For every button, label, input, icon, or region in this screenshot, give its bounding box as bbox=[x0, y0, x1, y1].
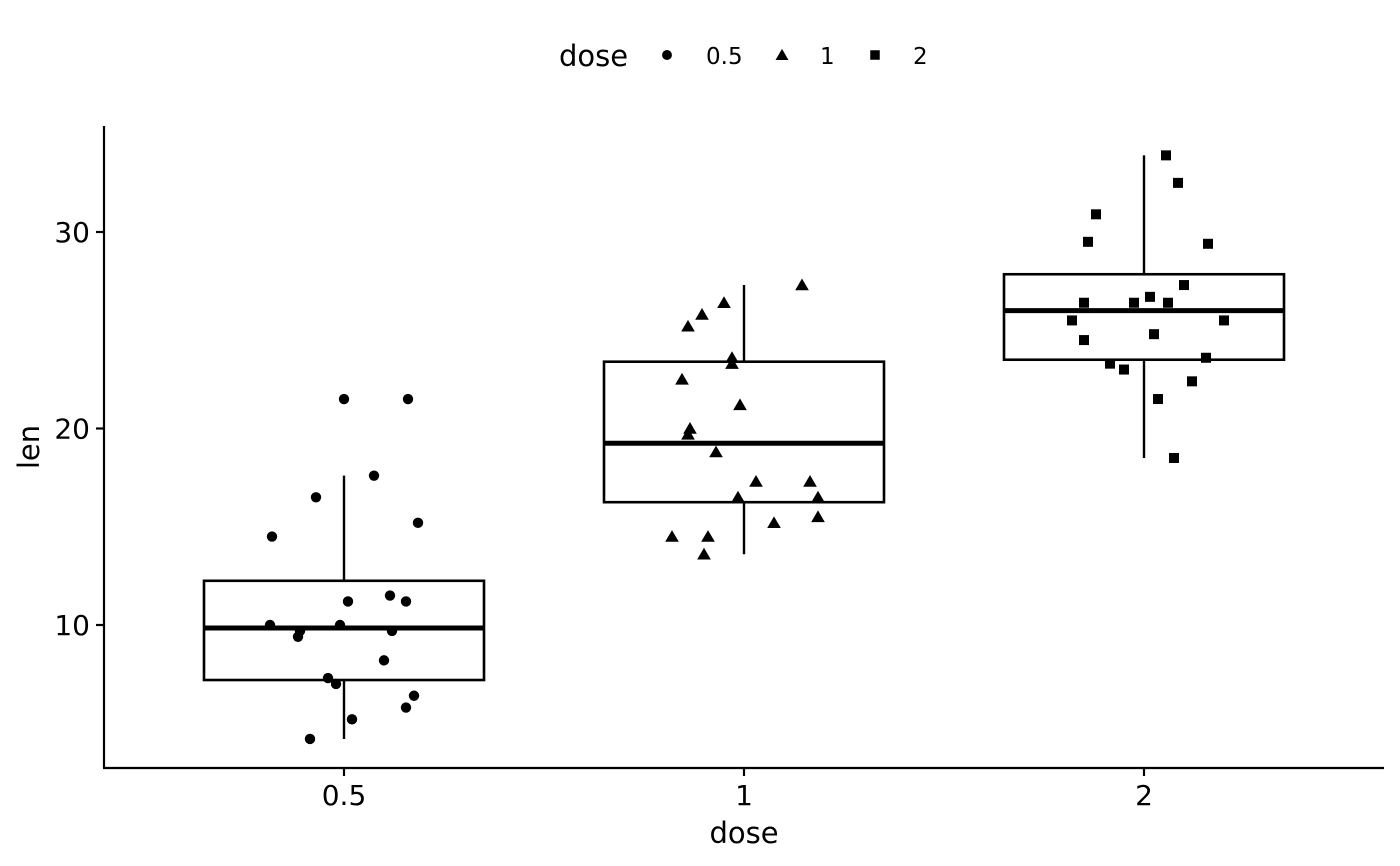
data-point bbox=[330, 678, 342, 690]
legend-symbol-square bbox=[870, 50, 880, 60]
data-point bbox=[334, 619, 346, 631]
data-point bbox=[1079, 297, 1089, 308]
box-rect bbox=[1002, 272, 1286, 362]
data-point bbox=[811, 490, 825, 503]
legend: dose 0.5 1 2 bbox=[559, 39, 928, 73]
data-point bbox=[1149, 329, 1159, 340]
data-point bbox=[264, 619, 276, 631]
data-point bbox=[1145, 291, 1155, 302]
data-point bbox=[795, 278, 809, 291]
data-point bbox=[1079, 335, 1089, 346]
x-tick-label: 0.5 bbox=[322, 779, 367, 812]
data-point bbox=[294, 625, 306, 637]
box-0.5 bbox=[202, 475, 486, 739]
data-point bbox=[697, 547, 711, 560]
data-point bbox=[378, 655, 390, 666]
data-point bbox=[304, 733, 316, 745]
data-point bbox=[1169, 452, 1179, 463]
y-tick-label: 20 bbox=[54, 413, 90, 446]
y-tick-label: 10 bbox=[54, 609, 90, 642]
data-point bbox=[408, 690, 420, 701]
data-point bbox=[1173, 177, 1183, 188]
data-point bbox=[400, 596, 412, 607]
legend-label: 1 bbox=[820, 44, 835, 70]
data-point bbox=[412, 517, 424, 529]
y-tick-label: 30 bbox=[54, 216, 90, 249]
data-point bbox=[803, 475, 817, 487]
data-point bbox=[749, 475, 763, 487]
data-point bbox=[384, 590, 396, 601]
data-point bbox=[322, 672, 334, 684]
data-point bbox=[811, 510, 825, 523]
x-tick-label: 1 bbox=[735, 779, 753, 812]
legend-items: 0.5 1 2 bbox=[662, 44, 928, 70]
data-point bbox=[1129, 297, 1139, 308]
data-point bbox=[1083, 236, 1093, 247]
data-point bbox=[725, 351, 739, 363]
data-point bbox=[675, 372, 689, 385]
legend-label: 2 bbox=[913, 44, 928, 70]
data-point bbox=[717, 296, 731, 308]
data-point bbox=[402, 393, 414, 405]
data-point bbox=[342, 596, 354, 607]
data-point bbox=[1091, 209, 1101, 220]
data-point bbox=[346, 714, 358, 725]
box-rect bbox=[602, 360, 886, 504]
legend-title: dose bbox=[559, 39, 628, 73]
data-point bbox=[1219, 315, 1229, 326]
data-point bbox=[1105, 358, 1115, 369]
legend-label: 0.5 bbox=[706, 44, 743, 70]
x-axis-title: dose bbox=[709, 816, 778, 850]
data-point bbox=[310, 492, 322, 503]
data-point bbox=[709, 445, 723, 458]
data-point bbox=[681, 427, 695, 440]
points-layer bbox=[264, 150, 1229, 745]
box-2 bbox=[1002, 155, 1286, 458]
data-point bbox=[1119, 364, 1129, 375]
data-point bbox=[1187, 376, 1197, 387]
data-point bbox=[1179, 280, 1189, 291]
data-point bbox=[733, 398, 747, 411]
data-point bbox=[368, 470, 380, 481]
data-point bbox=[1067, 315, 1077, 326]
boxes-layer bbox=[202, 155, 1286, 739]
data-point bbox=[1163, 297, 1173, 308]
data-point bbox=[681, 319, 695, 332]
legend-symbol-triangle bbox=[775, 48, 789, 60]
data-point bbox=[1201, 352, 1211, 363]
box-1 bbox=[602, 285, 886, 555]
y-axis-title: len bbox=[12, 425, 46, 469]
x-ticks: 0.5 1 2 bbox=[322, 768, 1153, 812]
data-point bbox=[338, 393, 350, 405]
data-point bbox=[665, 530, 679, 542]
data-point bbox=[767, 516, 781, 529]
data-point bbox=[731, 490, 745, 503]
data-point bbox=[400, 702, 412, 713]
y-ticks: 10 20 30 bbox=[54, 216, 104, 642]
data-point bbox=[1161, 150, 1171, 161]
x-tick-label: 2 bbox=[1135, 779, 1153, 812]
data-point bbox=[1153, 394, 1163, 405]
data-point bbox=[266, 531, 278, 542]
data-point bbox=[725, 357, 739, 369]
legend-symbol-circle bbox=[662, 50, 672, 60]
data-point bbox=[1203, 238, 1213, 249]
data-point bbox=[695, 308, 709, 320]
data-point bbox=[386, 625, 398, 637]
data-point bbox=[701, 530, 715, 542]
